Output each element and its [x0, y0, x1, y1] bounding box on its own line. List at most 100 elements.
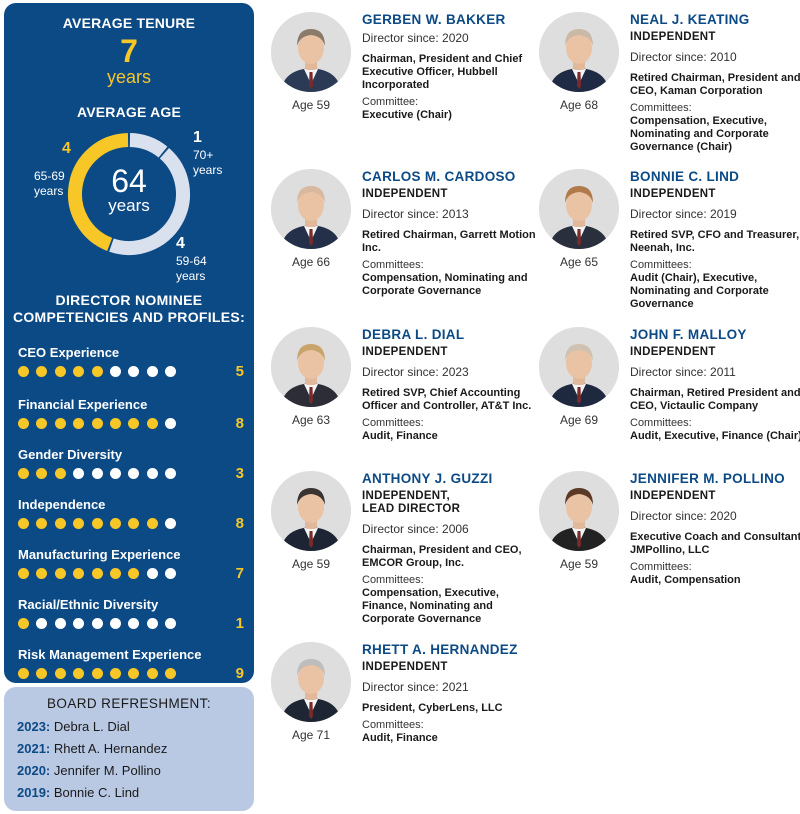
competency-dot-empty	[165, 418, 177, 429]
competency-dots	[18, 468, 184, 480]
director-age: Age 71	[291, 728, 331, 742]
competency-dot-filled	[128, 668, 140, 679]
competency-dot-filled	[128, 568, 140, 579]
average-tenure-unit: years	[106, 67, 151, 87]
average-age-value: 64	[111, 163, 147, 199]
committees-label: Committees:	[630, 102, 692, 114]
competency-count: 5	[235, 363, 244, 380]
refreshment-row: 2020: Jennifer M. Pollino	[17, 763, 161, 778]
director-card: Age 71 RHETT A. HERNANDEZ INDEPENDENT Di…	[271, 642, 541, 792]
competency-dot-filled	[109, 568, 121, 579]
committees-label: Committees:	[630, 561, 692, 573]
competency-dot-empty	[128, 618, 140, 629]
average-age-unit: years	[108, 196, 150, 215]
competency-dot-filled	[36, 568, 48, 579]
director-info: NEAL J. KEATING INDEPENDENT Director sin…	[630, 12, 800, 154]
director-age: Age 59	[291, 557, 331, 571]
competency-dot-filled	[36, 418, 48, 429]
average-age-heading: AVERAGE AGE	[76, 104, 182, 120]
refreshment-year: 2023:	[17, 719, 51, 734]
age-segment-65-69	[68, 133, 129, 251]
director-status: INDEPENDENT	[630, 31, 716, 43]
director-name: ANTHONY J. GUZZI	[362, 471, 493, 486]
refreshment-name: Jennifer M. Pollino	[53, 763, 161, 778]
director-age: Age 59	[559, 557, 599, 571]
director-photo	[539, 169, 619, 249]
director-title: Chairman, President and Chief Executive …	[362, 53, 523, 91]
director-status: INDEPENDENT	[362, 346, 448, 358]
director-photo	[539, 327, 619, 407]
competency-label: Gender Diversity	[18, 447, 123, 462]
competency-dots	[18, 518, 184, 530]
refreshment-year: 2019:	[17, 785, 51, 800]
portrait-illustration	[539, 327, 619, 407]
competency-dot-filled	[109, 518, 121, 529]
director-title: Executive Coach and Consultant, JMPollin…	[630, 531, 800, 556]
competency-label: CEO Experience	[18, 345, 120, 360]
competency-label: Manufacturing Experience	[18, 547, 181, 562]
board-refreshment-panel: BOARD REFRESHMENT: 2023: Debra L. Dial 2…	[4, 687, 254, 811]
competency-row: Manufacturing Experience 7	[18, 547, 244, 583]
director-title: Chairman, Retired President and CEO, Vic…	[630, 387, 800, 412]
director-age: Age 69	[559, 413, 599, 427]
director-age: Age 68	[559, 98, 599, 112]
competency-dot-filled	[73, 518, 85, 529]
director-info: RHETT A. HERNANDEZ INDEPENDENT Director …	[362, 642, 542, 745]
competency-dot-filled	[18, 668, 29, 679]
director-photo	[271, 642, 351, 722]
director-age: Age 66	[291, 255, 331, 269]
director-info: BONNIE C. LIND INDEPENDENT Director sinc…	[630, 169, 800, 311]
director-name: GERBEN W. BAKKER	[362, 12, 506, 27]
competency-label: Independence	[18, 497, 106, 512]
competency-dot-filled	[73, 418, 85, 429]
age-segment-70-plus	[129, 133, 168, 158]
competency-dot-filled	[91, 418, 103, 429]
committees-label: Committees:	[362, 719, 424, 731]
competency-dot-empty	[146, 366, 158, 377]
refreshment-row: 2023: Debra L. Dial	[17, 719, 130, 734]
director-age: Age 65	[559, 255, 599, 269]
director-card: Age 69 JOHN F. MALLOY INDEPENDENT Direct…	[539, 327, 800, 477]
competency-dot-filled	[36, 366, 48, 377]
director-card: Age 66 CARLOS M. CARDOSO INDEPENDENT Dir…	[271, 169, 541, 319]
competency-dot-filled	[36, 518, 48, 529]
competency-label: Risk Management Experience	[18, 647, 202, 662]
portrait-illustration	[271, 327, 351, 407]
board-refreshment-title: BOARD REFRESHMENT:	[47, 696, 211, 711]
director-name: NEAL J. KEATING	[630, 12, 750, 27]
age-70-plus-count: 1	[193, 129, 202, 146]
competency-dot-filled	[109, 418, 121, 429]
portrait-illustration	[271, 642, 351, 722]
competency-dot-filled	[54, 468, 66, 479]
competency-dot-empty	[91, 468, 103, 479]
competencies-heading: DIRECTOR NOMINEE COMPETENCIES AND PROFIL…	[12, 292, 246, 325]
competency-dot-empty	[36, 618, 48, 629]
competency-dot-empty	[128, 468, 140, 479]
competency-dot-filled	[18, 518, 29, 529]
competency-dot-filled	[73, 366, 85, 377]
competency-dots	[18, 418, 184, 430]
director-name: BONNIE C. LIND	[630, 169, 740, 184]
competency-row: Gender Diversity 3	[18, 447, 244, 483]
competency-dot-filled	[91, 668, 103, 679]
refreshment-year: 2020:	[17, 763, 51, 778]
competency-dot-empty	[146, 468, 158, 479]
director-card: Age 59 JENNIFER M. POLLINO INDEPENDENT D…	[539, 471, 800, 621]
age-65-69-label: 65-69 years	[34, 169, 65, 198]
competency-dot-empty	[109, 618, 121, 629]
board-summary-panel: AVERAGE TENURE 7 years AVERAGE AGE 64 ye…	[4, 3, 254, 683]
competency-count: 8	[235, 415, 244, 432]
director-title: Retired Chairman, Garrett Motion Inc.	[362, 229, 536, 254]
refreshment-year: 2021:	[17, 741, 51, 756]
committees-list: Audit, Executive, Finance (Chair)	[630, 430, 800, 442]
competency-dot-empty	[109, 468, 121, 479]
director-info: DEBRA L. DIAL INDEPENDENT Director since…	[362, 327, 542, 443]
competency-dot-filled	[165, 668, 177, 679]
director-photo	[271, 327, 351, 407]
director-status: INDEPENDENT	[362, 661, 448, 673]
director-photo	[271, 12, 351, 92]
competency-dot-filled	[146, 418, 158, 429]
director-since: Director since: 2011	[630, 365, 736, 379]
competency-dot-filled	[18, 568, 29, 579]
competency-dot-empty	[91, 618, 103, 629]
